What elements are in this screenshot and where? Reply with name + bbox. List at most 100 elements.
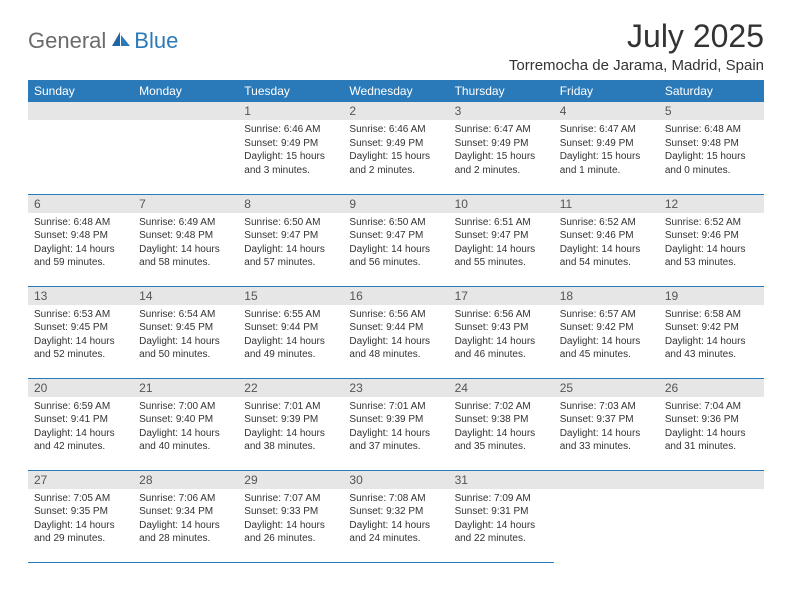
calendar-week-row: 13Sunrise: 6:53 AMSunset: 9:45 PMDayligh… bbox=[28, 286, 764, 378]
calendar-body: 1Sunrise: 6:46 AMSunset: 9:49 PMDaylight… bbox=[28, 102, 764, 562]
day-details: Sunrise: 6:55 AMSunset: 9:44 PMDaylight:… bbox=[238, 305, 343, 365]
sunrise-text: Sunrise: 7:04 AM bbox=[665, 400, 758, 414]
daylight-text: Daylight: 14 hours bbox=[560, 427, 653, 441]
daylight-text: and 1 minute. bbox=[560, 164, 653, 178]
sunrise-text: Sunrise: 6:55 AM bbox=[244, 308, 337, 322]
daylight-text: Daylight: 14 hours bbox=[455, 335, 548, 349]
day-number: 15 bbox=[238, 287, 343, 305]
calendar-cell: 9Sunrise: 6:50 AMSunset: 9:47 PMDaylight… bbox=[343, 194, 448, 286]
day-number: 17 bbox=[449, 287, 554, 305]
sail-icon bbox=[110, 30, 132, 53]
sunrise-text: Sunrise: 6:52 AM bbox=[665, 216, 758, 230]
calendar-cell: 18Sunrise: 6:57 AMSunset: 9:42 PMDayligh… bbox=[554, 286, 659, 378]
daylight-text: Daylight: 14 hours bbox=[455, 427, 548, 441]
day-number: 25 bbox=[554, 379, 659, 397]
day-number: 13 bbox=[28, 287, 133, 305]
sunset-text: Sunset: 9:38 PM bbox=[455, 413, 548, 427]
weekday-header: Wednesday bbox=[343, 80, 448, 102]
sunset-text: Sunset: 9:49 PM bbox=[349, 137, 442, 151]
daylight-text: and 37 minutes. bbox=[349, 440, 442, 454]
day-details: Sunrise: 7:06 AMSunset: 9:34 PMDaylight:… bbox=[133, 489, 238, 549]
day-details: Sunrise: 6:48 AMSunset: 9:48 PMDaylight:… bbox=[28, 213, 133, 273]
weekday-header: Saturday bbox=[659, 80, 764, 102]
daylight-text: and 52 minutes. bbox=[34, 348, 127, 362]
daylight-text: Daylight: 14 hours bbox=[349, 335, 442, 349]
calendar-week-row: 6Sunrise: 6:48 AMSunset: 9:48 PMDaylight… bbox=[28, 194, 764, 286]
daylight-text: and 43 minutes. bbox=[665, 348, 758, 362]
sunset-text: Sunset: 9:42 PM bbox=[560, 321, 653, 335]
day-number: 7 bbox=[133, 195, 238, 213]
daylight-text: Daylight: 14 hours bbox=[139, 243, 232, 257]
empty-day-header bbox=[28, 102, 133, 120]
calendar-cell: 27Sunrise: 7:05 AMSunset: 9:35 PMDayligh… bbox=[28, 470, 133, 562]
day-details: Sunrise: 6:47 AMSunset: 9:49 PMDaylight:… bbox=[449, 120, 554, 180]
weekday-header: Friday bbox=[554, 80, 659, 102]
sunrise-text: Sunrise: 7:05 AM bbox=[34, 492, 127, 506]
daylight-text: Daylight: 14 hours bbox=[34, 243, 127, 257]
sunset-text: Sunset: 9:39 PM bbox=[349, 413, 442, 427]
sunset-text: Sunset: 9:48 PM bbox=[139, 229, 232, 243]
calendar-table: SundayMondayTuesdayWednesdayThursdayFrid… bbox=[28, 80, 764, 563]
header: General Blue July 2025 Torremocha de Jar… bbox=[28, 18, 764, 74]
sunset-text: Sunset: 9:49 PM bbox=[244, 137, 337, 151]
daylight-text: Daylight: 14 hours bbox=[665, 427, 758, 441]
calendar-cell: 11Sunrise: 6:52 AMSunset: 9:46 PMDayligh… bbox=[554, 194, 659, 286]
day-number: 3 bbox=[449, 102, 554, 120]
day-details: Sunrise: 6:51 AMSunset: 9:47 PMDaylight:… bbox=[449, 213, 554, 273]
sunrise-text: Sunrise: 7:08 AM bbox=[349, 492, 442, 506]
day-number: 12 bbox=[659, 195, 764, 213]
day-number: 8 bbox=[238, 195, 343, 213]
daylight-text: Daylight: 14 hours bbox=[665, 335, 758, 349]
daylight-text: Daylight: 15 hours bbox=[455, 150, 548, 164]
daylight-text: and 49 minutes. bbox=[244, 348, 337, 362]
sunrise-text: Sunrise: 7:09 AM bbox=[455, 492, 548, 506]
day-details: Sunrise: 6:52 AMSunset: 9:46 PMDaylight:… bbox=[659, 213, 764, 273]
day-details: Sunrise: 6:58 AMSunset: 9:42 PMDaylight:… bbox=[659, 305, 764, 365]
day-details: Sunrise: 7:09 AMSunset: 9:31 PMDaylight:… bbox=[449, 489, 554, 549]
calendar-cell: 26Sunrise: 7:04 AMSunset: 9:36 PMDayligh… bbox=[659, 378, 764, 470]
weekday-header: Tuesday bbox=[238, 80, 343, 102]
day-number: 22 bbox=[238, 379, 343, 397]
daylight-text: and 38 minutes. bbox=[244, 440, 337, 454]
calendar-cell: 15Sunrise: 6:55 AMSunset: 9:44 PMDayligh… bbox=[238, 286, 343, 378]
sunset-text: Sunset: 9:48 PM bbox=[665, 137, 758, 151]
sunset-text: Sunset: 9:31 PM bbox=[455, 505, 548, 519]
daylight-text: and 55 minutes. bbox=[455, 256, 548, 270]
sunrise-text: Sunrise: 7:00 AM bbox=[139, 400, 232, 414]
calendar-cell: 19Sunrise: 6:58 AMSunset: 9:42 PMDayligh… bbox=[659, 286, 764, 378]
daylight-text: Daylight: 14 hours bbox=[139, 335, 232, 349]
sunrise-text: Sunrise: 6:59 AM bbox=[34, 400, 127, 414]
day-number: 9 bbox=[343, 195, 448, 213]
calendar-cell: 24Sunrise: 7:02 AMSunset: 9:38 PMDayligh… bbox=[449, 378, 554, 470]
sunset-text: Sunset: 9:45 PM bbox=[34, 321, 127, 335]
daylight-text: and 2 minutes. bbox=[349, 164, 442, 178]
sunrise-text: Sunrise: 6:46 AM bbox=[349, 123, 442, 137]
calendar-cell: 14Sunrise: 6:54 AMSunset: 9:45 PMDayligh… bbox=[133, 286, 238, 378]
logo: General Blue bbox=[28, 18, 178, 54]
calendar-cell: 31Sunrise: 7:09 AMSunset: 9:31 PMDayligh… bbox=[449, 470, 554, 562]
sunrise-text: Sunrise: 6:57 AM bbox=[560, 308, 653, 322]
sunset-text: Sunset: 9:33 PM bbox=[244, 505, 337, 519]
day-details: Sunrise: 6:57 AMSunset: 9:42 PMDaylight:… bbox=[554, 305, 659, 365]
calendar-cell: 16Sunrise: 6:56 AMSunset: 9:44 PMDayligh… bbox=[343, 286, 448, 378]
weekday-header: Monday bbox=[133, 80, 238, 102]
sunrise-text: Sunrise: 7:07 AM bbox=[244, 492, 337, 506]
day-number: 20 bbox=[28, 379, 133, 397]
sunset-text: Sunset: 9:39 PM bbox=[244, 413, 337, 427]
daylight-text: Daylight: 14 hours bbox=[455, 519, 548, 533]
daylight-text: and 26 minutes. bbox=[244, 532, 337, 546]
day-details: Sunrise: 7:01 AMSunset: 9:39 PMDaylight:… bbox=[343, 397, 448, 457]
daylight-text: and 22 minutes. bbox=[455, 532, 548, 546]
day-details: Sunrise: 6:53 AMSunset: 9:45 PMDaylight:… bbox=[28, 305, 133, 365]
daylight-text: Daylight: 15 hours bbox=[560, 150, 653, 164]
daylight-text: and 40 minutes. bbox=[139, 440, 232, 454]
sunset-text: Sunset: 9:45 PM bbox=[139, 321, 232, 335]
sunset-text: Sunset: 9:37 PM bbox=[560, 413, 653, 427]
day-details: Sunrise: 6:50 AMSunset: 9:47 PMDaylight:… bbox=[238, 213, 343, 273]
page-title: July 2025 bbox=[509, 18, 764, 55]
sunrise-text: Sunrise: 6:49 AM bbox=[139, 216, 232, 230]
daylight-text: and 0 minutes. bbox=[665, 164, 758, 178]
sunrise-text: Sunrise: 6:48 AM bbox=[665, 123, 758, 137]
calendar-header: SundayMondayTuesdayWednesdayThursdayFrid… bbox=[28, 80, 764, 102]
weekday-header: Sunday bbox=[28, 80, 133, 102]
